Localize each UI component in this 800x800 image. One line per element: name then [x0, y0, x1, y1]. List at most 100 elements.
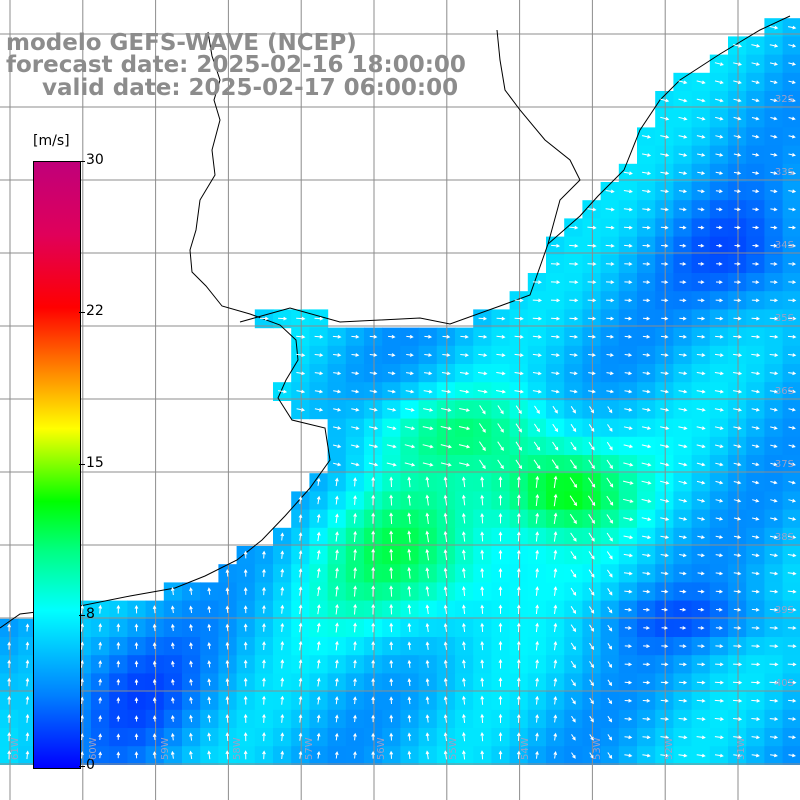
- wind-vector-arrow: [623, 444, 634, 449]
- wind-vector-arrow: [607, 715, 613, 723]
- wind-vector-arrow: [715, 462, 724, 467]
- wind-vector-arrow: [678, 98, 688, 103]
- wind-vector-arrow: [624, 334, 633, 339]
- wind-vector-arrow: [624, 298, 633, 303]
- wind-vector-arrow: [697, 153, 706, 157]
- wind-vector-arrow: [606, 389, 615, 394]
- wind-vector-arrow: [532, 298, 543, 303]
- wind-vector-arrow: [368, 462, 379, 467]
- wind-vector-arrow: [535, 677, 539, 687]
- wind-vector-arrow: [280, 695, 285, 705]
- title-forecast-date: forecast date: 2025-02-16 18:00:00: [6, 52, 466, 78]
- wind-vector-arrow: [498, 659, 503, 669]
- wind-vector-arrow: [371, 714, 375, 723]
- lon-label: 56W: [376, 737, 387, 760]
- wind-vector-arrow: [442, 334, 451, 339]
- wind-vector-arrow: [788, 498, 797, 503]
- wind-vector-arrow: [787, 316, 797, 321]
- wind-vector-arrow: [551, 334, 561, 339]
- wind-vector-arrow: [678, 353, 688, 357]
- wind-vector-arrow: [25, 713, 30, 723]
- wind-vector-arrow: [642, 298, 651, 303]
- wind-vector-arrow: [623, 171, 633, 176]
- wind-vector-arrow: [678, 80, 688, 85]
- wind-vector-arrow: [697, 262, 705, 266]
- wind-vector-arrow: [642, 334, 651, 339]
- wind-vector-arrow: [134, 715, 139, 722]
- wind-vector-arrow: [769, 698, 779, 703]
- wind-vector-arrow: [332, 426, 342, 430]
- wind-vector-arrow: [715, 626, 723, 630]
- wind-vector-arrow: [588, 441, 595, 451]
- wind-vector-arrow: [389, 714, 394, 723]
- lat-label: 38S: [774, 532, 794, 543]
- wind-vector-arrow: [605, 225, 615, 230]
- wind-vector-arrow: [607, 606, 613, 614]
- wind-vector-arrow: [152, 642, 157, 650]
- wind-vector-arrow: [516, 567, 521, 578]
- wind-vector-arrow: [642, 371, 651, 376]
- wind-vector-arrow: [769, 553, 779, 558]
- wind-vector-arrow: [371, 566, 376, 579]
- wind-vector-arrow: [623, 553, 634, 558]
- wind-vector-arrow: [751, 407, 760, 412]
- wind-vector-arrow: [498, 640, 503, 651]
- wind-vector-arrow: [660, 735, 670, 740]
- wind-vector-arrow: [752, 189, 760, 194]
- wind-vector-arrow: [588, 532, 595, 542]
- wind-vector-arrow: [788, 280, 797, 285]
- wind-vector-arrow: [770, 280, 778, 285]
- wind-vector-arrow: [788, 134, 796, 139]
- wind-vector-arrow: [788, 243, 797, 248]
- wind-vector-arrow: [679, 225, 687, 230]
- wind-vector-arrow: [298, 622, 303, 633]
- wind-vector-arrow: [334, 696, 339, 705]
- wind-vector-arrow: [371, 659, 376, 668]
- wind-vector-arrow: [733, 735, 743, 740]
- wind-vector-arrow: [661, 243, 669, 248]
- wind-vector-arrow: [462, 641, 466, 651]
- wind-vector-arrow: [516, 750, 521, 759]
- wind-vector-arrow: [751, 298, 760, 303]
- wind-vector-arrow: [334, 732, 339, 741]
- wind-vector-arrow: [788, 426, 796, 430]
- wind-vector-arrow: [189, 696, 193, 704]
- wind-vector-arrow: [316, 477, 321, 486]
- wind-vector-arrow: [606, 495, 614, 506]
- wind-vector-arrow: [443, 512, 448, 524]
- wind-vector-arrow: [98, 678, 103, 686]
- lon-label: 61W: [10, 737, 21, 760]
- wind-vector-arrow: [497, 405, 504, 415]
- wind-vector-arrow: [514, 353, 524, 357]
- wind-vector-arrow: [660, 680, 669, 685]
- wind-vector-arrow: [280, 640, 285, 651]
- wind-vector-arrow: [733, 626, 742, 630]
- wind-vector-arrow: [587, 334, 597, 339]
- wind-vector-arrow: [351, 407, 360, 412]
- colorbar-tick-label: 30: [86, 152, 104, 168]
- wind-vector-arrow: [787, 571, 797, 576]
- wind-vector-arrow: [678, 517, 688, 521]
- wind-vector-arrow: [389, 641, 394, 650]
- wind-vector-arrow: [624, 389, 633, 394]
- wind-vector-arrow: [607, 679, 613, 687]
- wind-vector-arrow: [715, 298, 724, 303]
- wind-vector-arrow: [552, 405, 558, 414]
- wind-vector-arrow: [298, 568, 303, 578]
- wind-vector-arrow: [535, 695, 539, 705]
- wind-vector-arrow: [659, 480, 670, 485]
- wind-vector-arrow: [225, 732, 230, 742]
- wind-vector-arrow: [571, 752, 576, 759]
- wind-vector-arrow: [696, 371, 706, 376]
- wind-vector-arrow: [697, 644, 705, 649]
- wind-vector-arrow: [298, 550, 303, 560]
- wind-vector-arrow: [769, 589, 779, 594]
- wind-vector-arrow: [696, 753, 706, 758]
- wind-vector-arrow: [679, 207, 687, 212]
- wind-vector-arrow: [715, 589, 724, 594]
- wind-vector-arrow: [280, 532, 285, 541]
- wind-vector-arrow: [335, 477, 339, 487]
- lon-label: 54W: [520, 737, 531, 760]
- wind-vector-arrow: [152, 733, 157, 741]
- wind-vector-arrow: [389, 548, 394, 561]
